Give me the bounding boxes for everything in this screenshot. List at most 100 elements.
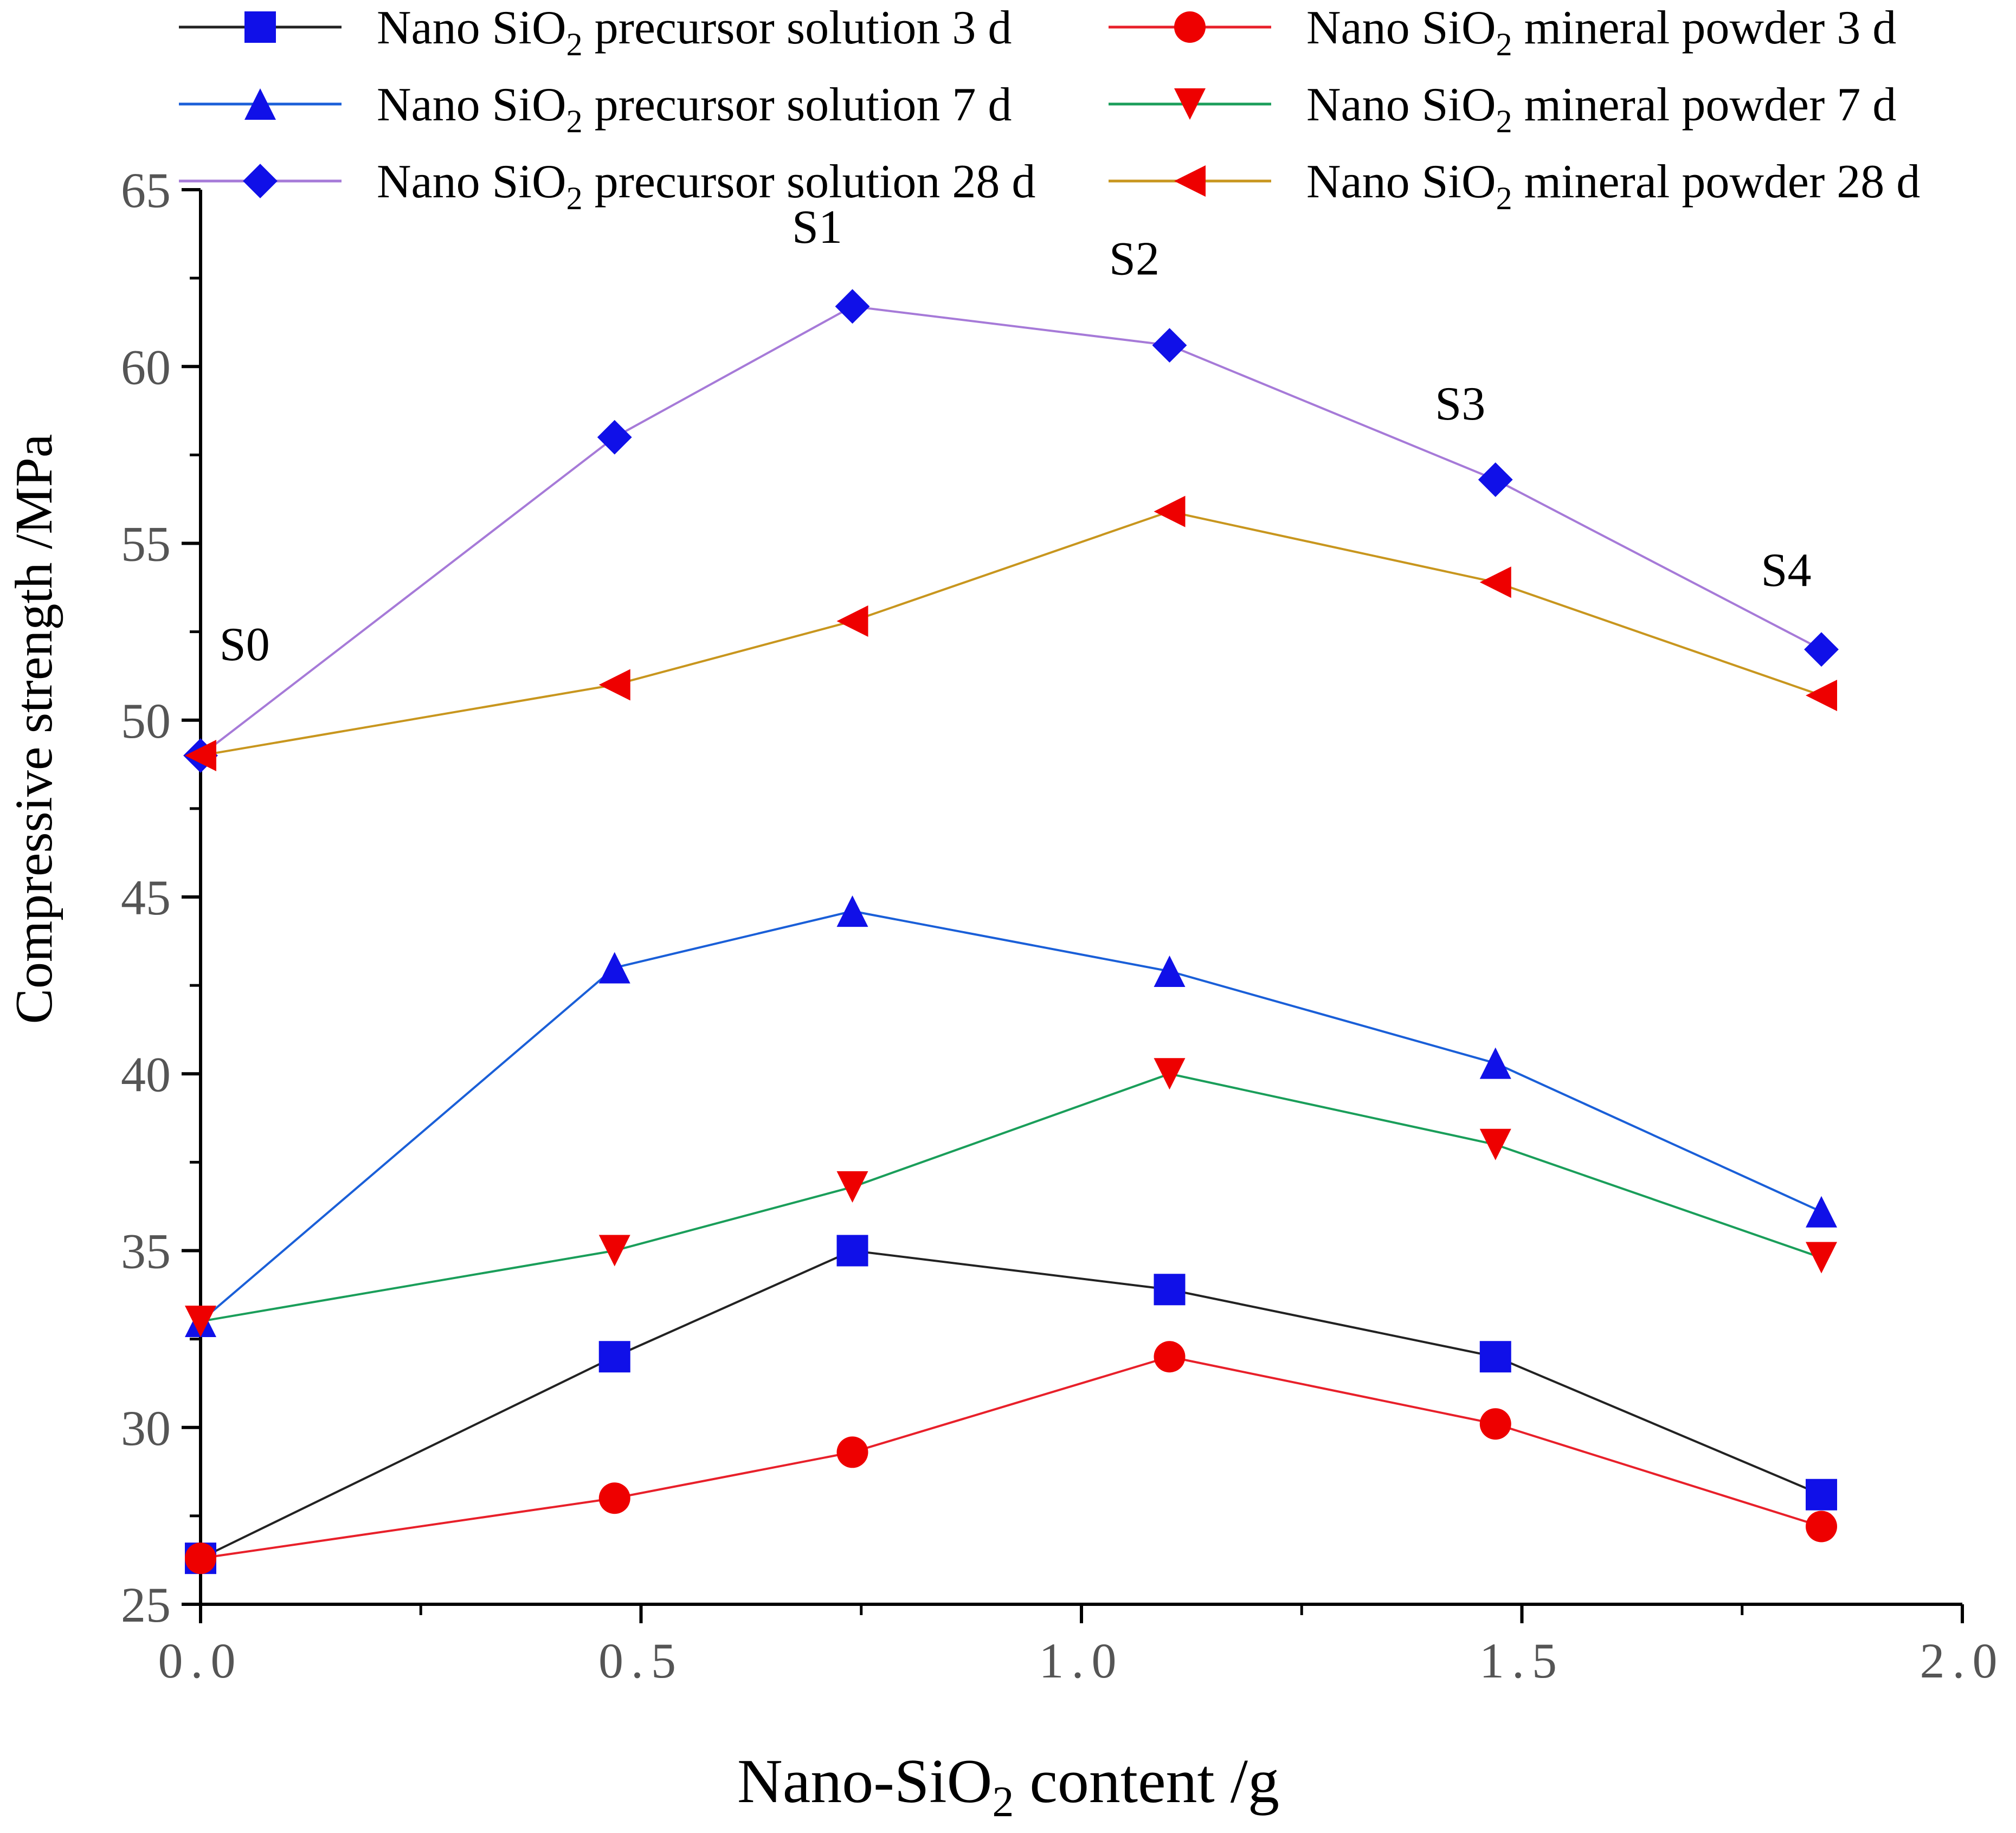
legend-item: Nano SiO2 mineral powder 3 d xyxy=(1109,2,1896,62)
data-point xyxy=(598,1341,630,1373)
y-tick-label: 65 xyxy=(121,163,171,218)
data-point xyxy=(185,740,216,771)
legend-label-prefix: Nano SiO xyxy=(377,156,566,208)
x-tick-label: 0.0 xyxy=(158,1633,243,1688)
data-point xyxy=(597,419,632,455)
y-tick-label: 60 xyxy=(121,339,171,395)
data-point xyxy=(836,605,868,637)
data-point xyxy=(1806,1511,1837,1542)
data-point xyxy=(185,1306,216,1337)
data-point xyxy=(1154,1058,1186,1090)
data-point xyxy=(1479,566,1511,598)
point-label: S2 xyxy=(1109,233,1160,286)
data-point xyxy=(1152,328,1187,363)
series-line xyxy=(199,305,1822,757)
y-tick-label: 40 xyxy=(121,1047,171,1102)
legend-label-suffix: precursor solution 28 d xyxy=(583,156,1036,208)
annotation-layer: S0 S1 S2 S3 S4 xyxy=(220,201,1812,671)
legend-label: Nano SiO2 mineral powder 7 d xyxy=(1306,79,1896,139)
legend-label: Nano SiO2 precursor solution 7 d xyxy=(377,79,1012,139)
series-3 xyxy=(185,1058,1837,1337)
data-point xyxy=(1479,1408,1511,1440)
legend-label-subscript: 2 xyxy=(1496,104,1512,139)
legend-marker xyxy=(244,88,276,120)
series-1 xyxy=(185,1341,1837,1574)
x-tick-label: 0.5 xyxy=(598,1633,684,1688)
legend-label-subscript: 2 xyxy=(566,27,583,62)
legend-label-suffix: mineral powder 7 d xyxy=(1512,79,1897,131)
data-point xyxy=(598,952,630,984)
x-axis-label-subscript: 2 xyxy=(992,1778,1014,1826)
data-point xyxy=(1479,1341,1511,1373)
legend-marker xyxy=(1174,11,1206,43)
data-point xyxy=(1806,680,1837,712)
data-point xyxy=(836,1436,868,1468)
series-4 xyxy=(183,289,1839,773)
y-tick-label: 25 xyxy=(121,1577,171,1632)
legend-label-subscript: 2 xyxy=(1496,180,1512,216)
legend-label-prefix: Nano SiO xyxy=(377,2,566,54)
data-point xyxy=(1806,1196,1837,1228)
legend-label-prefix: Nano SiO xyxy=(377,79,566,131)
legend-label: Nano SiO2 precursor solution 28 d xyxy=(377,156,1035,216)
y-tick-label: 55 xyxy=(121,517,171,572)
data-point xyxy=(836,1235,868,1267)
data-point xyxy=(1154,956,1186,988)
data-point xyxy=(185,1542,216,1574)
point-label: S4 xyxy=(1761,544,1812,597)
y-tick-label: 50 xyxy=(121,693,171,748)
legend-label-suffix: precursor solution 3 d xyxy=(583,2,1012,54)
legend-label-suffix: mineral powder 3 d xyxy=(1512,2,1897,54)
series-line xyxy=(200,510,1822,757)
series-layer xyxy=(183,289,1839,1574)
x-tick-label: 1.5 xyxy=(1479,1633,1564,1688)
point-label: S1 xyxy=(792,201,842,254)
legend-label-prefix: Nano SiO xyxy=(1306,156,1496,208)
data-point xyxy=(598,1235,630,1267)
legend-item: Nano SiO2 precursor solution 3 d xyxy=(179,2,1012,62)
y-tick-label: 45 xyxy=(121,870,171,925)
legend-marker xyxy=(244,11,276,43)
data-point xyxy=(1154,495,1186,527)
data-point xyxy=(1804,632,1839,667)
legend-item: Nano SiO2 mineral powder 28 d xyxy=(1109,156,1920,216)
x-axis-label-prefix: Nano-SiO xyxy=(737,1747,992,1816)
series-line xyxy=(200,1249,1822,1559)
x-tick-label: 2.0 xyxy=(1920,1633,2005,1688)
data-point xyxy=(835,289,870,324)
data-point xyxy=(836,1171,868,1203)
data-point xyxy=(1154,1274,1186,1306)
series-line xyxy=(200,1356,1822,1560)
series-line xyxy=(199,910,1822,1322)
y-tick-label: 30 xyxy=(121,1400,171,1456)
y-axis-label: Compressive strength /MPa xyxy=(5,434,63,1024)
legend-label-suffix: mineral powder 28 d xyxy=(1512,156,1921,208)
series-line xyxy=(200,1073,1822,1322)
y-tick-label: 35 xyxy=(121,1224,171,1279)
legend: Nano SiO2 precursor solution 3 d Nano SiO… xyxy=(179,2,1920,216)
legend-label-subscript: 2 xyxy=(566,180,583,216)
legend-marker xyxy=(243,164,278,198)
data-point xyxy=(1479,1047,1511,1079)
x-axis-label: Nano-SiO2 content /g xyxy=(737,1747,1279,1826)
point-label: S3 xyxy=(1435,378,1485,430)
data-point xyxy=(1154,1341,1186,1373)
x-axis-label-suffix: content /g xyxy=(1014,1747,1279,1816)
x-tick-label: 1.0 xyxy=(1039,1633,1124,1688)
axes-layer: 25 30 35 40 45 50 55 60 65 0.0 0.5 1.0 1.5 2.0 xyxy=(121,163,2005,1688)
legend-label: Nano SiO2 mineral powder 28 d xyxy=(1306,156,1920,216)
data-point xyxy=(1479,1128,1511,1160)
series-5 xyxy=(185,495,1837,771)
data-point xyxy=(598,669,630,701)
legend-label-suffix: precursor solution 7 d xyxy=(583,79,1012,131)
legend-item: Nano SiO2 precursor solution 28 d xyxy=(179,156,1035,216)
data-point xyxy=(598,1482,630,1514)
legend-marker xyxy=(1174,88,1206,120)
legend-label-subscript: 2 xyxy=(1496,27,1512,62)
legend-item: Nano SiO2 precursor solution 7 d xyxy=(179,79,1012,139)
data-point xyxy=(1806,1479,1837,1511)
data-point xyxy=(836,895,868,927)
legend-label: Nano SiO2 precursor solution 3 d xyxy=(377,2,1012,62)
series-2 xyxy=(185,895,1837,1337)
